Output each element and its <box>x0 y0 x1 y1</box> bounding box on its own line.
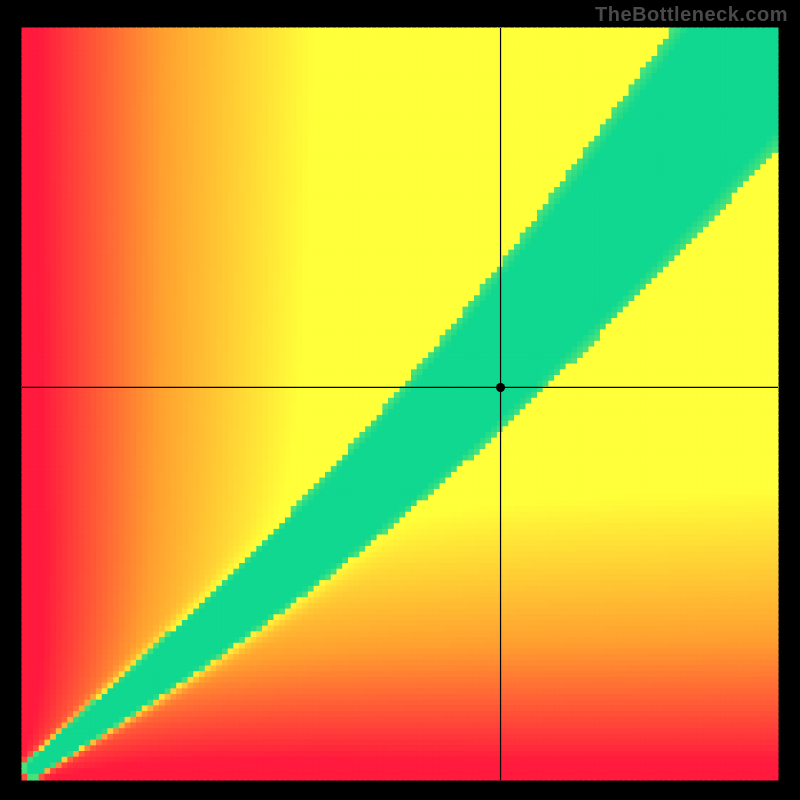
bottleneck-heatmap-canvas <box>0 0 800 800</box>
watermark-text: TheBottleneck.com <box>595 4 788 27</box>
chart-container: { "type": "heatmap", "canvas": { "width"… <box>0 0 800 800</box>
